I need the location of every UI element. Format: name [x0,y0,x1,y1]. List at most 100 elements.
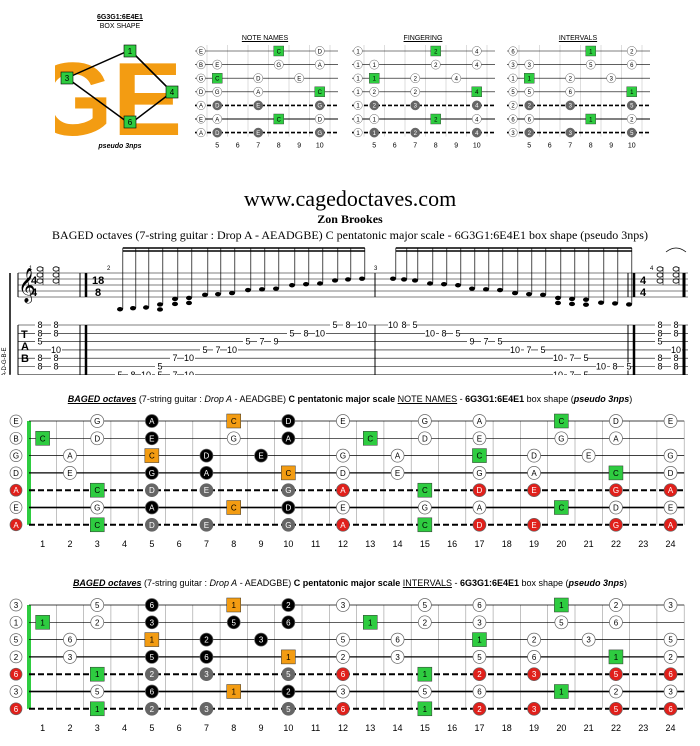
fret-number: 16 [447,539,457,549]
mini-note-label: D [318,117,323,123]
note-label: D [422,434,428,443]
note-label: 3 [204,670,209,679]
notation-note [157,307,163,312]
tab-note: 5 [245,337,250,347]
fret-number: 8 [231,539,236,549]
notation-note [540,292,546,298]
note-label: G [613,486,619,495]
note-label: 3 [204,705,209,714]
note-circle [336,414,350,428]
note-label: 2 [423,618,428,627]
mini-note-label: D [215,104,220,110]
note-label: 1 [423,670,428,679]
note-label: 1 [368,618,373,627]
note-label: 2 [341,653,346,662]
mini-note-label: 3 [528,63,532,69]
box-shape-label: BOX SHAPE [99,23,141,30]
note-label: 2 [614,688,619,697]
note-circle [199,701,214,716]
note-label: A [340,486,346,495]
note-circle [254,632,268,647]
note-circle [663,667,678,682]
note-circle [663,632,678,647]
note-label: 3 [68,653,73,662]
mini-note-label: C [277,117,282,123]
open-string-label: G [13,452,19,461]
note-label: 5 [477,653,482,662]
time-sig-num: 18 [92,275,104,287]
tab-note: 7 [569,370,574,375]
note-label: E [477,434,482,443]
mini-fret-number: 10 [473,143,481,150]
note-circle [390,632,405,647]
mini-note-circle [565,73,576,84]
tab-note: 9 [273,337,278,347]
fret-number: 4 [122,539,127,549]
fret-number: 13 [365,539,375,549]
fret-number: 1 [40,723,45,733]
notation-note [303,282,309,287]
tab-note: 7 [526,345,531,355]
note-circle [418,684,432,699]
notation-note [245,287,251,293]
open-string-marker [9,483,23,497]
note-label: G [476,469,482,478]
note-label: D [340,469,346,478]
note-label: 1 [423,705,428,714]
note-circle [281,598,296,612]
note-circle [609,483,623,498]
tab-note: 8 [53,353,58,363]
mini-note-circle [606,73,617,84]
note-circle [418,500,432,515]
note-circle [472,500,487,515]
note-label: C [231,504,237,513]
tab-note: 5 [540,345,545,355]
fret-number: 11 [311,539,320,549]
note-circle [609,598,623,612]
fret-number: 15 [420,539,430,549]
open-string-marker [9,501,23,514]
mini-note-label: 1 [528,77,532,83]
note-label: 1 [40,618,45,627]
notation-note [427,281,433,286]
tab-note: 10 [357,320,367,330]
note-circle [472,615,487,630]
mini-fret-number: 9 [297,143,301,150]
fret-number: 1 [40,539,45,549]
note-label: A [613,434,619,443]
mini-note-square [471,86,482,97]
mini-note-label: 2 [414,77,418,83]
mini-fret-number: 6 [393,143,397,150]
chord-note [36,278,44,284]
notation-note [401,277,407,282]
open-string-label: 6 [14,670,19,679]
note-label: G [613,521,619,530]
mini-open-label: 1 [356,77,360,83]
tab-note: 8 [130,370,135,375]
note-label: 6 [668,670,673,679]
tab-note-bg [553,354,564,363]
note-square [554,500,569,515]
tab-note-bg [481,337,488,346]
note-label: 1 [232,688,237,697]
open-string-label: A [13,521,19,530]
tab-note: 10 [596,362,606,372]
mini-note-label: 4 [475,104,479,110]
fret-number: 22 [611,723,621,733]
tab-note-bg [567,370,574,375]
tab-note-bg [155,370,162,375]
mini-note-label: G [215,90,220,96]
mini-open-marker [353,128,363,138]
mini-note-label: 2 [569,77,573,83]
tab-note: 8 [53,362,58,372]
tab-note: 5 [657,337,662,347]
mini-open-label: A [199,104,203,110]
chord-note [672,266,680,272]
note-label: C [40,434,46,443]
note-circle [199,483,214,498]
mini-note-label: 1 [589,117,593,123]
tab-note-bg [184,354,195,363]
tab-note-bg [257,337,264,346]
note-circle [336,650,350,664]
